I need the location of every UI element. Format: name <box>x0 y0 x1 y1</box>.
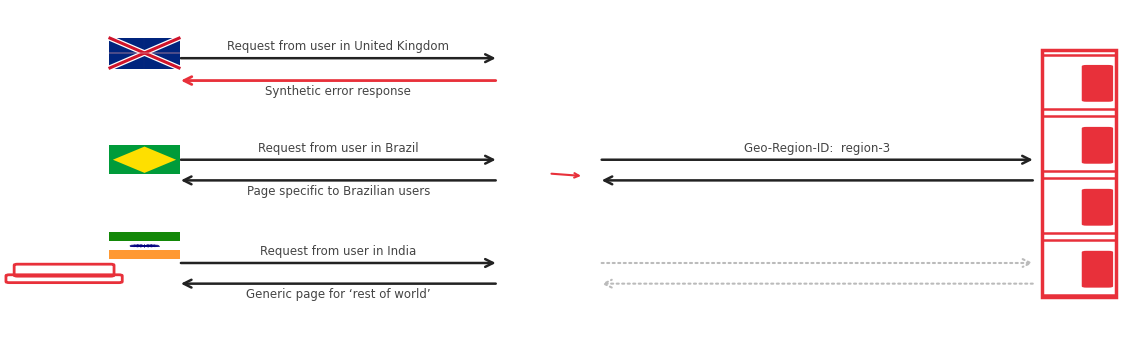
Bar <box>109 37 181 68</box>
Bar <box>109 241 181 250</box>
Bar <box>1041 54 1116 109</box>
FancyBboxPatch shape <box>1081 127 1113 164</box>
Text: Request from user in India: Request from user in India <box>261 245 416 258</box>
Text: Generic page for ‘rest of world’: Generic page for ‘rest of world’ <box>246 288 431 301</box>
FancyBboxPatch shape <box>1081 65 1113 102</box>
Text: Request from user in Brazil: Request from user in Brazil <box>258 142 418 154</box>
Text: Request from user in United Kingdom: Request from user in United Kingdom <box>227 40 449 53</box>
Text: Synthetic error response: Synthetic error response <box>265 85 411 98</box>
Bar <box>109 250 181 259</box>
Bar <box>1041 240 1116 295</box>
Bar <box>1041 50 1116 297</box>
Text: Page specific to Brazilian users: Page specific to Brazilian users <box>247 185 430 197</box>
FancyBboxPatch shape <box>1081 189 1113 226</box>
Bar <box>1041 178 1116 233</box>
Text: Geo-Region-ID:  region-3: Geo-Region-ID: region-3 <box>744 142 890 154</box>
FancyBboxPatch shape <box>1081 251 1113 288</box>
Bar <box>1041 117 1116 171</box>
Bar <box>109 145 181 174</box>
Polygon shape <box>113 146 176 173</box>
Bar <box>109 232 181 241</box>
